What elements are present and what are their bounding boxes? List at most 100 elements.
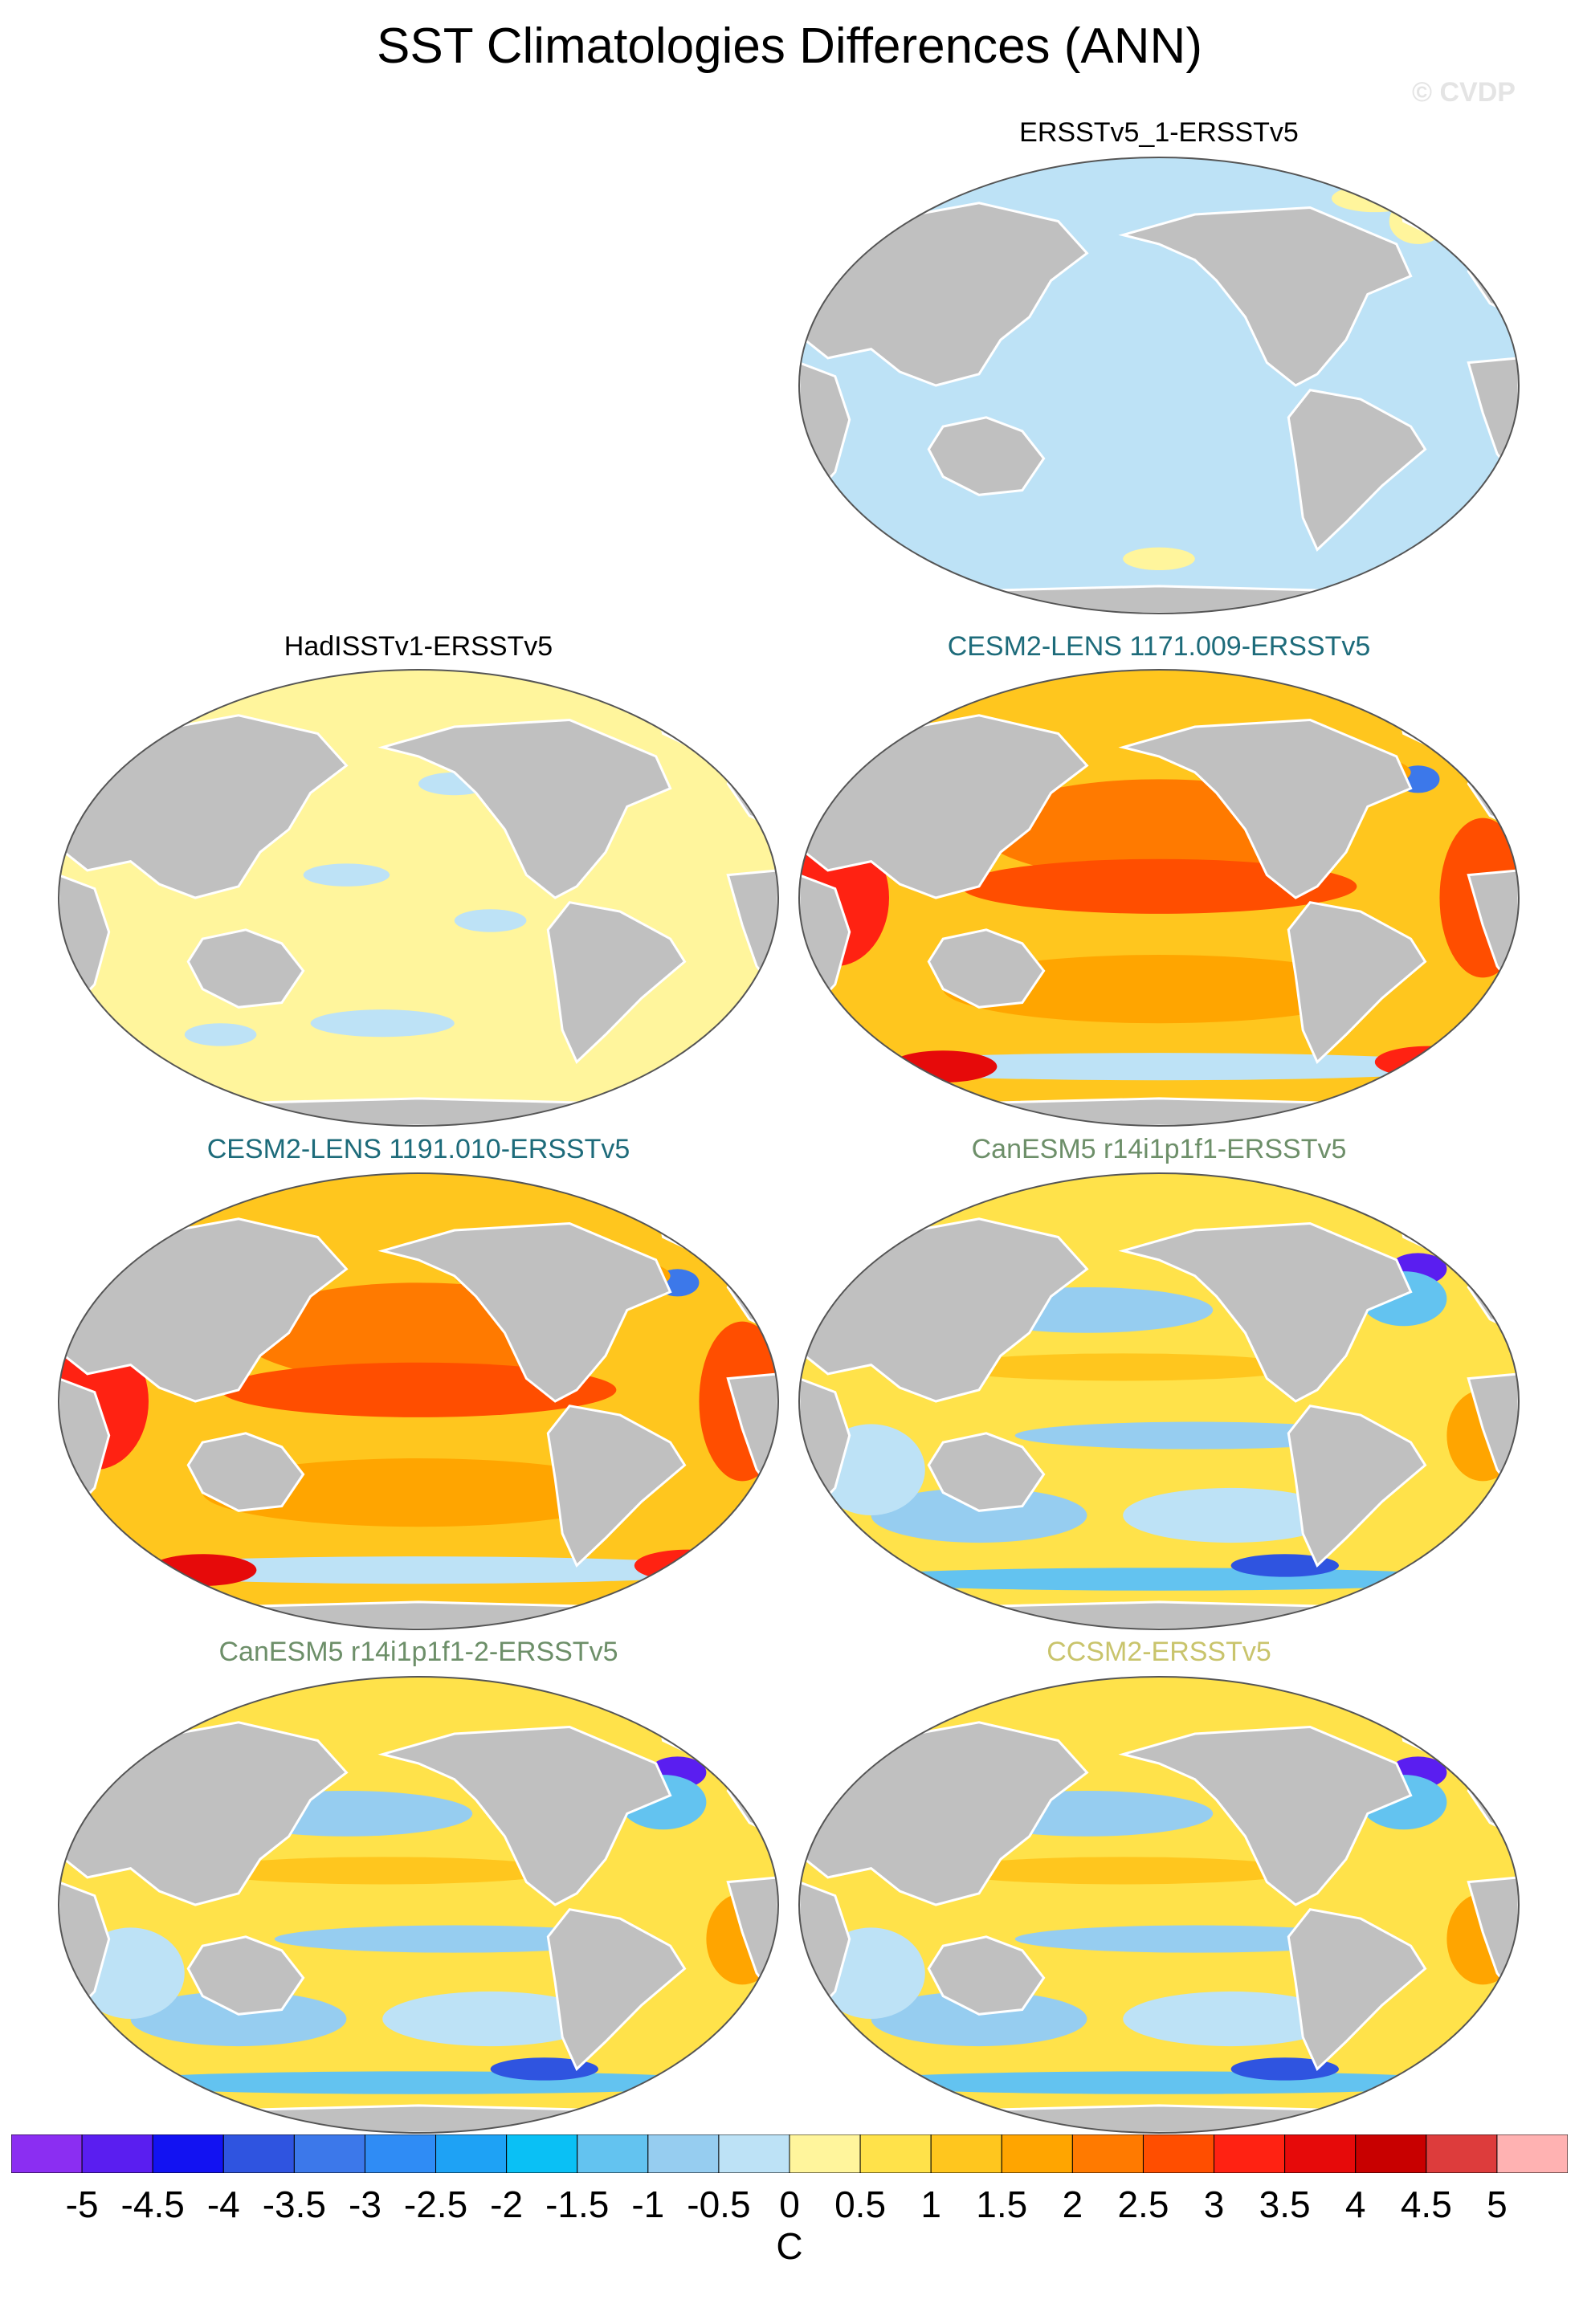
sst-anomaly-region [220,1362,617,1417]
colorbar-box [1284,2134,1357,2173]
map-panel-3 [798,669,1520,1127]
sst-anomaly-region [943,1857,1304,1885]
ocean-field [799,1677,1519,2133]
land-antarctica [799,580,1519,614]
colorbar-tick-label: 0 [779,2183,800,2225]
land-namerica [377,1221,672,1403]
sst-anomaly-region [310,1009,455,1038]
colorbar-box [1142,2134,1215,2173]
land-namerica [1118,206,1413,387]
colorbar-tick-label: -3 [349,2183,381,2225]
colorbar [11,2134,1568,2173]
sst-anomaly-region [1332,185,1418,213]
colorbar-box [1071,2134,1144,2173]
colorbar-box [1001,2134,1073,2173]
colorbar-tick-label: -4.5 [120,2183,185,2225]
sst-anomaly-region [303,863,390,887]
sst-anomaly-region [382,1991,598,2047]
land-antarctica [59,1596,778,1629]
colorbar-tick-label: 1 [920,2183,941,2225]
colorbar-box [859,2134,932,2173]
land-australia [927,1432,1046,1512]
sst-anomaly-region [889,1050,998,1083]
sst-anomaly-region [1014,1925,1375,1953]
colorbar-tick-label: 3 [1203,2183,1225,2225]
land-australia [927,1935,1046,2016]
colorbar-box [789,2134,861,2173]
colorbar-tick-label: -3.5 [262,2183,326,2225]
colorbar-box [1355,2134,1427,2173]
sst-anomaly-region [184,1023,257,1046]
panel-title-1: ERSSTv5_1-ERSSTv5 [1019,117,1299,148]
colorbar-tick-label: 4 [1344,2183,1366,2225]
map-outline [798,1676,1520,2134]
colorbar-box [81,2134,153,2173]
colorbar-box [222,2134,295,2173]
sst-anomaly-region [1374,1046,1483,1078]
colorbar-tick-label: 1.5 [976,2183,1028,2225]
sst-anomaly-region [1389,198,1447,244]
land-samerica [546,1908,687,2072]
colorbar-tick-label: 2.5 [1117,2183,1169,2225]
map-outline [58,1676,779,2134]
sst-anomaly-region [943,955,1375,1024]
colorbar-tick-label: -1.5 [545,2183,610,2225]
ocean-field [59,1677,778,2133]
colorbar-tick-label: -2 [490,2183,524,2225]
colorbar-tick-label: 3.5 [1259,2183,1311,2225]
panel-title-4: CESM2-LENS 1191.010-ERSSTv5 [206,1134,630,1164]
colorbar-box [1426,2134,1498,2173]
sst-anomaly-region [202,1458,634,1527]
sst-anomaly-region [871,1991,1087,2047]
land-antarctica [799,2099,1519,2133]
map-panel-5 [798,1172,1520,1630]
colorbar-tick-label: -1 [631,2183,665,2225]
land-namerica [1118,1725,1413,1906]
colorbar-tick-label: 5 [1487,2183,1508,2225]
map-panel-4 [58,1172,779,1630]
watermark: © CVDP [1412,77,1516,108]
land-australia [927,928,1046,1009]
colorbar-box [364,2134,437,2173]
land-samerica [1287,1405,1427,1568]
map-outline [798,1172,1520,1630]
land-samerica [1287,901,1427,1065]
colorbar-box [1214,2134,1286,2173]
colorbar-box [293,2134,365,2173]
map-panel-2 [58,669,779,1127]
land-samerica [546,1405,687,1568]
map-outline [798,669,1520,1127]
sst-anomaly-region [149,1554,257,1587]
land-samerica [1287,1908,1427,2072]
ocean-field [59,670,778,1126]
sst-anomaly-region [1123,1991,1339,2047]
colorbar-box [152,2134,224,2173]
colorbar-box [506,2134,578,2173]
panel-title-3: CESM2-LENS 1171.009-ERSSTv5 [947,631,1371,662]
colorbar-box [647,2134,720,2173]
panel-title-5: CanESM5 r14i1p1f1-ERSSTv5 [971,1134,1347,1164]
map-panel-7 [798,1676,1520,2134]
land-namerica [377,718,672,899]
map-outline [798,157,1520,614]
land-australia [927,416,1046,496]
sst-anomaly-region [961,858,1357,914]
colorbar-tick-label: 4.5 [1400,2183,1452,2225]
sst-anomaly-region [274,1925,634,1953]
colorbar-tick-label: 0.5 [834,2183,887,2225]
sst-anomaly-region [943,1353,1304,1381]
ocean-field [799,1173,1519,1629]
land-antarctica [799,1092,1519,1126]
colorbar-tick-label: -5 [65,2183,99,2225]
panel-title-2: HadISSTv1-ERSSTv5 [284,631,553,662]
land-namerica [1118,1221,1413,1403]
colorbar-box [11,2134,83,2173]
map-outline [58,669,779,1127]
panel-title-6: CanESM5 r14i1p1f1-2-ERSSTv5 [218,1637,618,1667]
colorbar-box [718,2134,790,2173]
land-australia [186,928,305,1009]
colorbar-unit: C [776,2225,803,2267]
sst-anomaly-region [1014,1421,1375,1449]
land-namerica [1118,718,1413,899]
sst-anomaly-region [454,909,527,932]
